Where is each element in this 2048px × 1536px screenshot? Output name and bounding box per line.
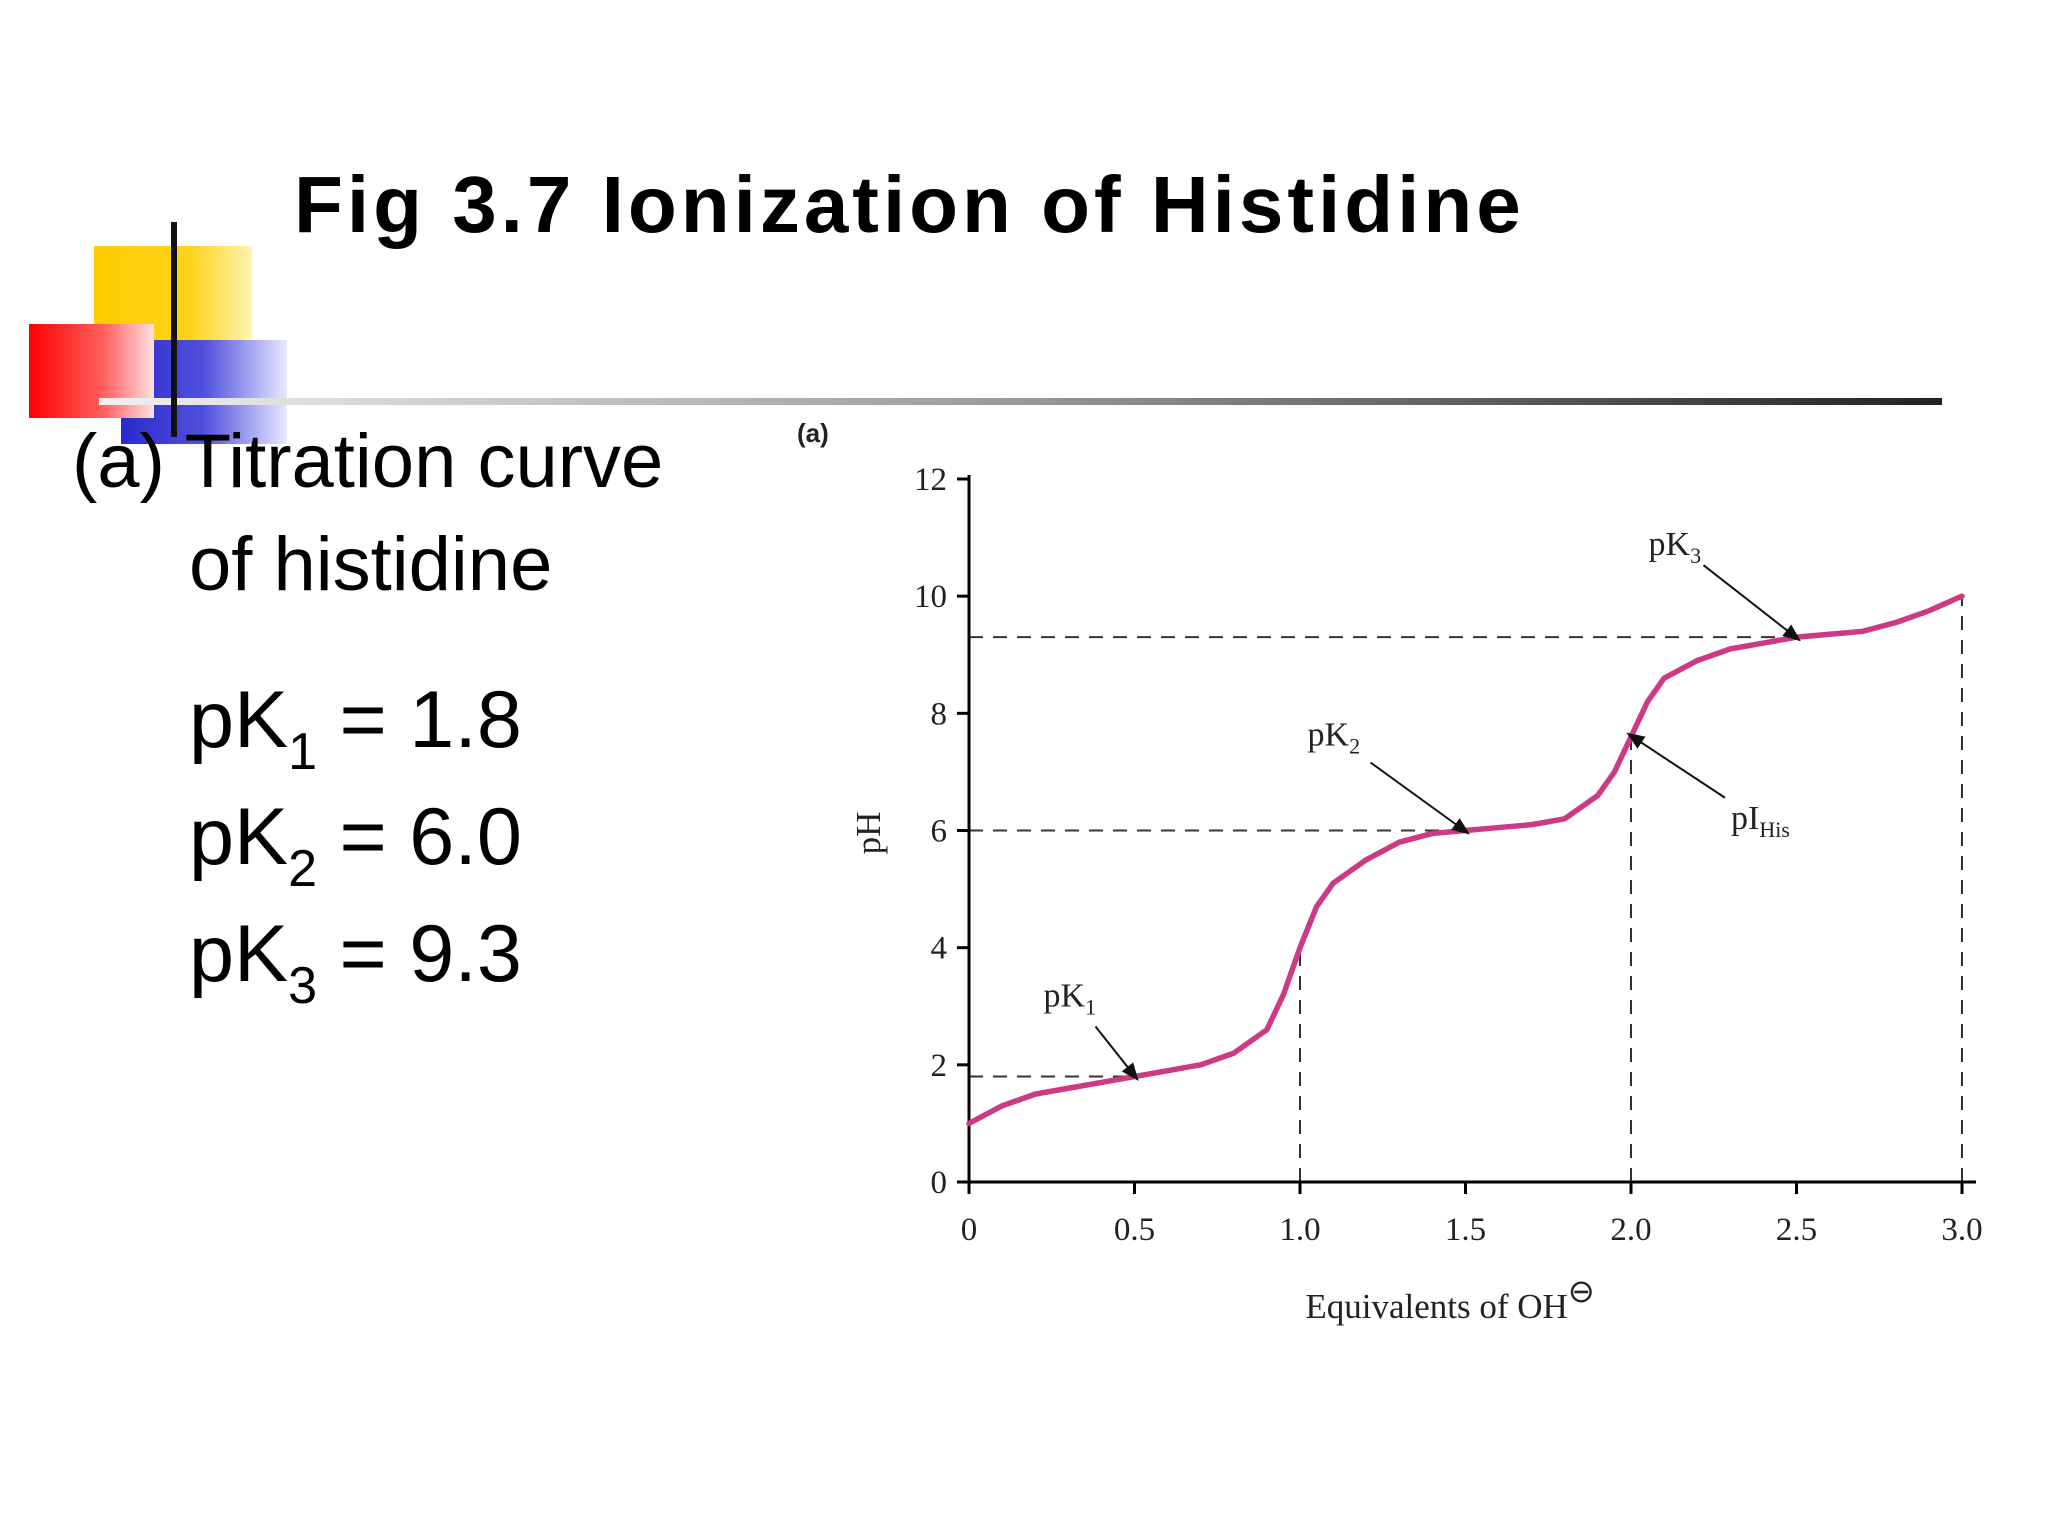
y-tick-label: 8 bbox=[931, 696, 948, 732]
annotation-arrow bbox=[1369, 761, 1470, 835]
annotation: pK1 bbox=[1044, 978, 1097, 1020]
x-tick-label: 1.0 bbox=[1279, 1212, 1320, 1248]
annotation-arrow bbox=[1626, 732, 1726, 799]
x-axis-title-text: Equivalents of OH bbox=[1305, 1287, 1567, 1326]
annotation-sub: His bbox=[1759, 817, 1790, 842]
slide-title: Fig 3.7 Ionization of Histidine bbox=[294, 160, 1525, 249]
panel-label: (a) bbox=[797, 418, 829, 448]
pk-label: pK bbox=[189, 792, 288, 882]
x-axis-title: Equivalents of OH⊖ bbox=[1305, 1273, 1594, 1326]
annotation-text: pI bbox=[1731, 800, 1759, 837]
annotation-arrow bbox=[1094, 1025, 1139, 1081]
x-tick-label: 1.5 bbox=[1445, 1212, 1486, 1248]
x-tick-label: 0 bbox=[961, 1212, 978, 1248]
titration-curve bbox=[966, 593, 1965, 1127]
caption: (a) Titration curve bbox=[72, 419, 663, 504]
annotation-sub: 1 bbox=[1085, 995, 1096, 1020]
x-tick-label: 2.0 bbox=[1610, 1212, 1651, 1248]
annotation: pIHis bbox=[1731, 800, 1790, 842]
pk-line: pK2 = 6.0 bbox=[189, 792, 522, 898]
annotation-text: pK bbox=[1044, 978, 1086, 1015]
y-axis-title: pH bbox=[849, 812, 888, 855]
y-tick-label: 10 bbox=[914, 579, 947, 615]
pk-label: pK bbox=[189, 675, 288, 765]
decoration bbox=[29, 222, 1942, 444]
y-tick-label: 4 bbox=[931, 931, 948, 967]
x-axis-title-sup: ⊖ bbox=[1568, 1273, 1595, 1309]
pk-label: pK bbox=[189, 909, 288, 999]
pk-sub: 1 bbox=[288, 723, 317, 781]
caption: of histidine bbox=[189, 522, 552, 607]
pk-value: = 1.8 bbox=[317, 675, 522, 765]
pk-line: pK3 = 9.3 bbox=[189, 909, 522, 1015]
annotation-sub: 2 bbox=[1349, 734, 1360, 759]
pk-line: pK1 = 1.8 bbox=[189, 675, 522, 781]
y-tick-label: 6 bbox=[931, 814, 948, 850]
y-tick-label: 2 bbox=[931, 1048, 948, 1084]
annotation-sub: 3 bbox=[1690, 543, 1701, 568]
pk-sub: 2 bbox=[288, 840, 317, 898]
pk-sub: 3 bbox=[288, 957, 317, 1015]
y-tick-label: 0 bbox=[931, 1165, 948, 1201]
pk-value: = 9.3 bbox=[317, 909, 522, 999]
pk-value: = 6.0 bbox=[317, 792, 522, 882]
x-tick-label: 3.0 bbox=[1941, 1212, 1982, 1248]
x-tick-label: 0.5 bbox=[1114, 1212, 1155, 1248]
y-tick-label: 12 bbox=[914, 462, 947, 498]
annotation: pK2 bbox=[1308, 717, 1361, 759]
annotation: pK3 bbox=[1649, 526, 1702, 568]
annotation-text: pK bbox=[1649, 526, 1691, 563]
annotation-text: pK bbox=[1308, 717, 1350, 754]
x-tick-label: 2.5 bbox=[1776, 1212, 1817, 1248]
annotation-arrow bbox=[1702, 564, 1801, 642]
